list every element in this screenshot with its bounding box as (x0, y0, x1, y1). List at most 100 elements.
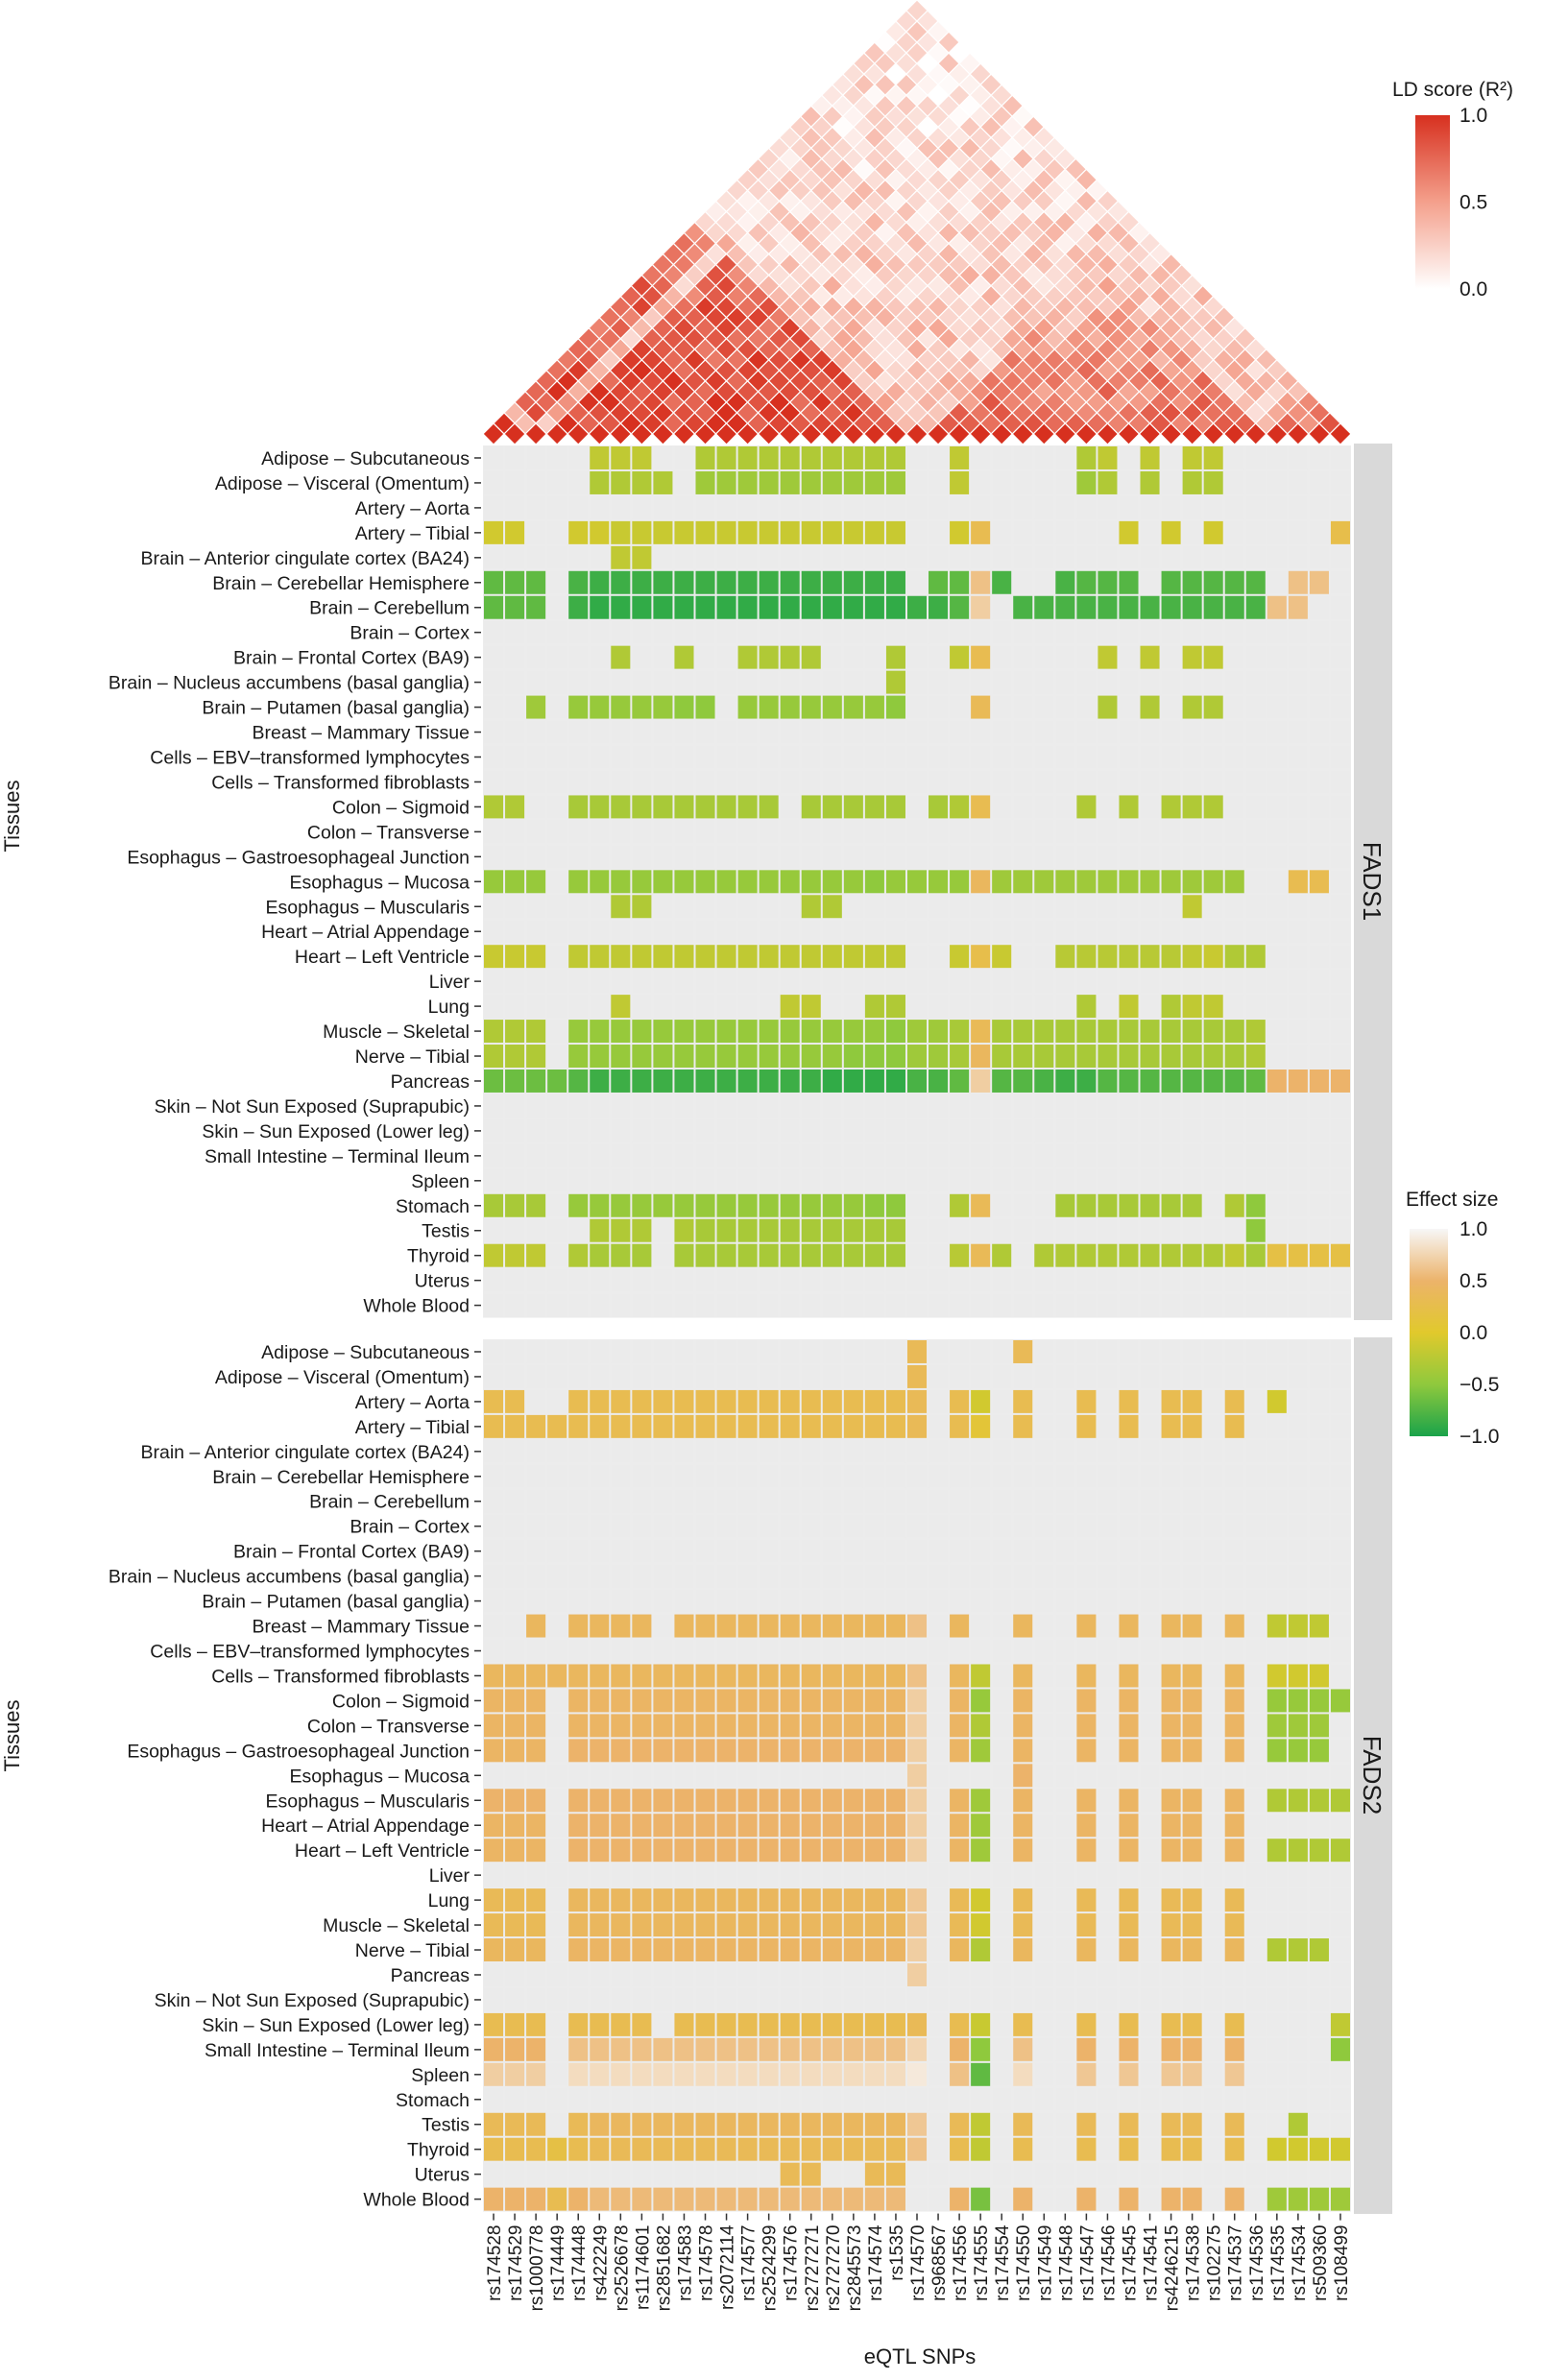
heatmap-cell (906, 2187, 928, 2211)
heatmap-cell (885, 1664, 905, 1688)
heatmap-cell (992, 1045, 1012, 1068)
heatmap-cell (885, 1340, 905, 1363)
heatmap-cell (780, 1143, 800, 1167)
heatmap-cell (1076, 1464, 1097, 1488)
heatmap-cell (1245, 1489, 1266, 1513)
heatmap-cell (992, 1714, 1012, 1738)
heatmap-cell (484, 2087, 504, 2111)
heatmap-cell (1288, 1639, 1308, 1663)
heatmap-cell (950, 1839, 970, 1863)
heatmap-cell (674, 1070, 694, 1093)
heatmap-cell (759, 2162, 779, 2186)
heatmap-cell (611, 2187, 631, 2211)
tissue-label: Colon – Sigmoid (332, 1691, 470, 1712)
tissue-label: Pancreas (391, 1071, 470, 1093)
heatmap-cell (864, 570, 884, 594)
heatmap-cell (590, 1364, 610, 1388)
heatmap-cell (1119, 2137, 1139, 2161)
heatmap-cell (1055, 1464, 1075, 1488)
heatmap-cell (1119, 1364, 1139, 1388)
heatmap-cell (1119, 1243, 1139, 1267)
heatmap-cell (780, 1268, 800, 1292)
heatmap-cell (1288, 470, 1308, 494)
heatmap-cell (547, 1764, 567, 1788)
heatmap-cell (1309, 1143, 1329, 1167)
heatmap-cell (1288, 1489, 1308, 1513)
heatmap-cell (674, 1714, 694, 1738)
heatmap-cell (864, 1664, 884, 1688)
heatmap-cell (1013, 1739, 1033, 1763)
heatmap-cell (590, 745, 610, 769)
heatmap-cell (1330, 1070, 1350, 1093)
heatmap-cell (1203, 470, 1223, 494)
heatmap-cell (653, 645, 673, 669)
heatmap-cell (971, 720, 991, 744)
heatmap-cell (992, 1963, 1012, 1986)
heatmap-cell (484, 1539, 504, 1563)
heatmap-cell (611, 1789, 631, 1813)
heatmap-cell (716, 520, 736, 544)
heatmap-cell (1119, 595, 1139, 619)
heatmap-cell (505, 2012, 525, 2036)
heatmap-cell (547, 970, 567, 994)
heatmap-cell (992, 470, 1012, 494)
heatmap-cell (759, 446, 779, 469)
heatmap-cell (526, 2087, 546, 2111)
heatmap-cell (906, 1070, 928, 1093)
heatmap-cell (1288, 2012, 1308, 2036)
tissue-label: Uterus (415, 1271, 470, 1292)
heatmap-cell (992, 720, 1012, 744)
heatmap-cell (1140, 1045, 1160, 1068)
heatmap-cell (885, 495, 905, 519)
heatmap-cell (590, 770, 610, 794)
heatmap-cell (695, 470, 715, 494)
heatmap-cell (759, 1243, 779, 1267)
heatmap-cell (929, 1168, 949, 1192)
heatmap-cell (801, 1389, 821, 1413)
heatmap-cell (759, 1118, 779, 1142)
heatmap-cell (737, 2137, 758, 2161)
heatmap-cell (1055, 770, 1075, 794)
heatmap-cell (780, 720, 800, 744)
heatmap-cell (695, 1664, 715, 1688)
heatmap-cell (759, 1689, 779, 1713)
heatmap-cell (1055, 595, 1075, 619)
heatmap-cell (1309, 2187, 1329, 2211)
heatmap-cell (1309, 1714, 1329, 1738)
heatmap-cell (885, 620, 905, 644)
heatmap-cell (759, 1987, 779, 2011)
heatmap-cell (801, 1143, 821, 1167)
heatmap-cell (568, 1118, 589, 1142)
heatmap-cell (929, 1489, 949, 1513)
heatmap-cell (929, 470, 949, 494)
heatmap-cell (843, 645, 863, 669)
heatmap-cell (1140, 1243, 1160, 1267)
heatmap-cell (737, 495, 758, 519)
heatmap-cell (759, 1714, 779, 1738)
heatmap-cell (484, 620, 504, 644)
heatmap-cell (1161, 1814, 1181, 1838)
heatmap-cell (1098, 920, 1118, 944)
heatmap-cell (780, 1118, 800, 1142)
heatmap-cell (1224, 820, 1244, 844)
heatmap-cell (1119, 645, 1139, 669)
heatmap-cell (971, 495, 991, 519)
heatmap-cell (759, 845, 779, 869)
heatmap-cell (780, 1193, 800, 1217)
heatmap-cell (801, 770, 821, 794)
heatmap-cell (1330, 895, 1350, 919)
heatmap-cell (885, 1168, 905, 1192)
heatmap-cell (801, 620, 821, 644)
heatmap-cell (822, 1218, 842, 1242)
heatmap-cell (547, 446, 567, 469)
heatmap-cell (1034, 520, 1054, 544)
heatmap-cell (1140, 1070, 1160, 1093)
heatmap-cell (1245, 1439, 1266, 1463)
heatmap-cell (906, 1514, 928, 1538)
heatmap-cell (1309, 1639, 1329, 1663)
heatmap-cell (505, 695, 525, 719)
heatmap-cell (1245, 720, 1266, 744)
heatmap-cell (505, 1439, 525, 1463)
heatmap-cell (1055, 1689, 1075, 1713)
heatmap-cell (653, 820, 673, 844)
